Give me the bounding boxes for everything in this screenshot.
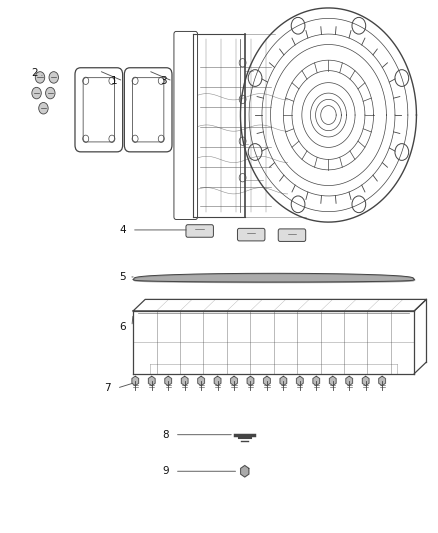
FancyBboxPatch shape	[237, 228, 265, 241]
Circle shape	[32, 87, 41, 99]
Polygon shape	[181, 376, 188, 385]
Polygon shape	[313, 376, 320, 385]
Text: 3: 3	[160, 76, 166, 86]
Text: 5: 5	[119, 272, 126, 282]
Text: 7: 7	[104, 383, 111, 393]
Polygon shape	[379, 376, 385, 385]
Polygon shape	[247, 376, 254, 385]
Text: 2: 2	[31, 68, 38, 78]
Polygon shape	[362, 376, 369, 385]
Polygon shape	[280, 376, 287, 385]
Circle shape	[39, 102, 48, 114]
Polygon shape	[231, 376, 237, 385]
Polygon shape	[165, 376, 172, 385]
Polygon shape	[297, 376, 303, 385]
Polygon shape	[346, 376, 353, 385]
Circle shape	[35, 71, 45, 83]
Polygon shape	[264, 376, 270, 385]
Text: 9: 9	[162, 466, 169, 477]
Circle shape	[49, 71, 58, 83]
Text: 1: 1	[110, 76, 117, 86]
Text: 6: 6	[119, 321, 126, 332]
Polygon shape	[148, 376, 155, 385]
Circle shape	[46, 87, 55, 99]
Text: 4: 4	[119, 225, 126, 235]
FancyBboxPatch shape	[186, 225, 213, 237]
Polygon shape	[329, 376, 336, 385]
FancyBboxPatch shape	[278, 229, 306, 241]
Polygon shape	[240, 465, 249, 477]
Polygon shape	[214, 376, 221, 385]
Polygon shape	[132, 376, 139, 385]
Text: 8: 8	[162, 430, 169, 440]
Polygon shape	[198, 376, 205, 385]
